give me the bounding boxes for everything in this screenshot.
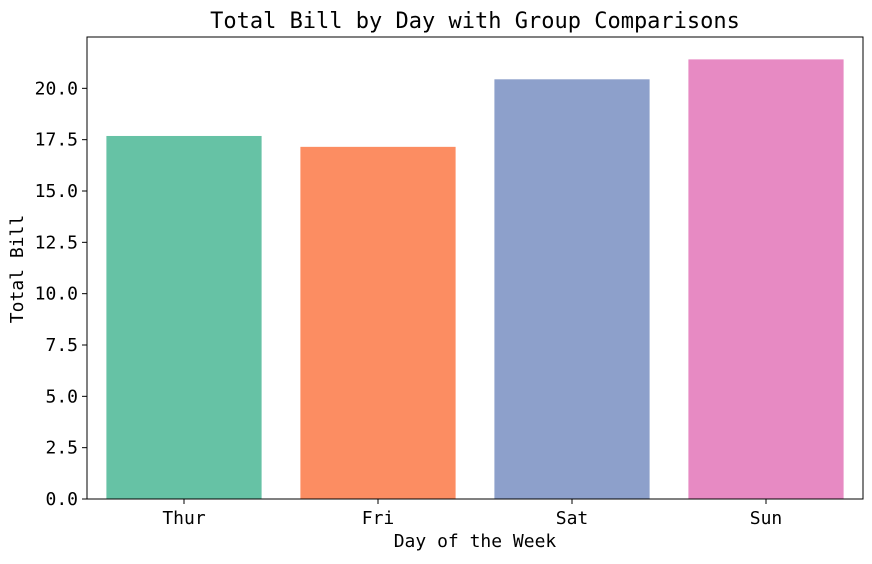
x-tick-label: Sun <box>750 508 783 529</box>
plot-area-frame <box>86 36 864 500</box>
y-axis-label: Total Bill <box>7 215 28 323</box>
y-tick-label: 12.5 <box>35 232 78 253</box>
y-axis-ticks: 0.0 2.5 5.0 7.5 10.0 12.5 15.0 17.5 20.0 <box>35 78 87 510</box>
y-tick-label: 0.0 <box>45 489 78 510</box>
x-tick-label: Fri <box>362 508 395 529</box>
bar-fri <box>300 146 456 499</box>
x-tick-label: Sat <box>556 508 589 529</box>
bar-sat <box>494 79 650 499</box>
y-tick-label: 10.0 <box>35 284 78 305</box>
y-tick-label: 17.5 <box>35 130 78 151</box>
x-tick-label: Thur <box>162 508 206 529</box>
bar-thur <box>106 135 262 499</box>
y-tick-label: 15.0 <box>35 181 78 202</box>
bar-sun <box>688 59 844 499</box>
x-axis-label: Day of the Week <box>394 531 557 552</box>
y-tick-label: 5.0 <box>45 386 78 407</box>
y-tick-label: 7.5 <box>45 335 78 356</box>
y-tick-label: 20.0 <box>35 78 78 99</box>
y-tick-label: 2.5 <box>45 438 78 459</box>
chart-title: Total Bill by Day with Group Comparisons <box>210 9 740 34</box>
bars-layer <box>106 59 844 499</box>
x-axis-ticks: Thur Fri Sat Sun <box>162 499 782 529</box>
